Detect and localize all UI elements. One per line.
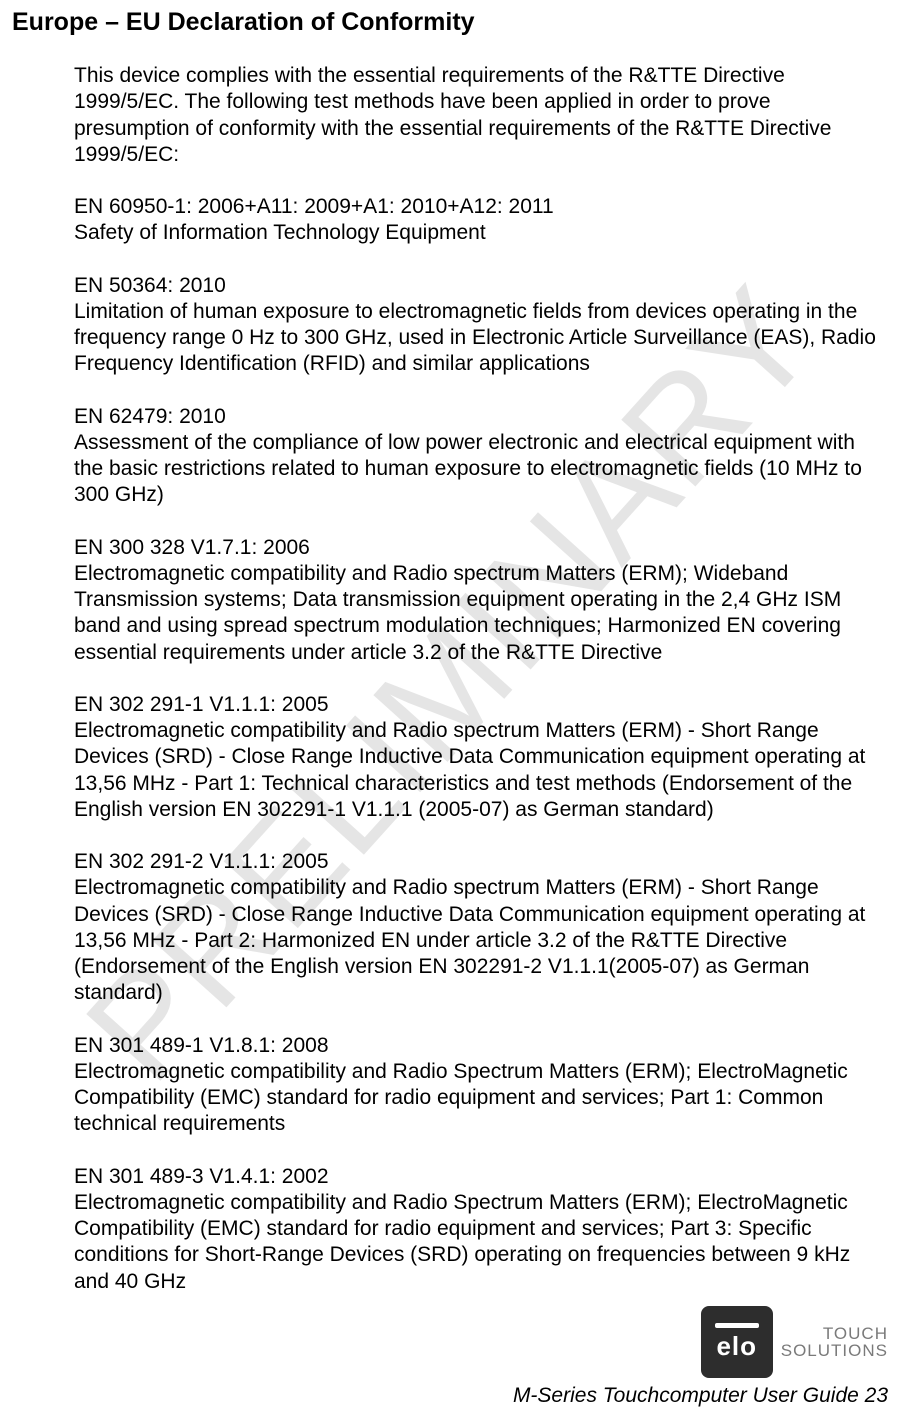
standard-item: EN 302 291-2 V1.1.1: 2005 Electromagneti… [74, 849, 888, 1007]
standard-desc: Electromagnetic compatibility and Radio … [74, 718, 888, 823]
standard-head: EN 300 328 V1.7.1: 2006 [74, 535, 888, 561]
standard-item: EN 301 489-3 V1.4.1: 2002 Electromagneti… [74, 1164, 888, 1295]
logo: elo TOUCH SOLUTIONS [513, 1306, 888, 1378]
page-title: Europe – EU Declaration of Conformity [12, 8, 890, 37]
logo-side-text: TOUCH SOLUTIONS [781, 1325, 888, 1359]
standard-desc: Electromagnetic compatibility and Radio … [74, 561, 888, 666]
standard-item: EN 300 328 V1.7.1: 2006 Electromagnetic … [74, 535, 888, 666]
standard-head: EN 50364: 2010 [74, 273, 888, 299]
standard-desc: Electromagnetic compatibility and Radio … [74, 1190, 888, 1295]
standard-item: EN 60950-1: 2006+A11: 2009+A1: 2010+A12:… [74, 194, 888, 247]
standard-head: EN 62479: 2010 [74, 404, 888, 430]
logo-mark-text: elo [716, 1331, 757, 1362]
logo-side-line1: TOUCH [781, 1325, 888, 1342]
body-block: This device complies with the essential … [12, 63, 890, 1295]
standard-desc: Safety of Information Technology Equipme… [74, 220, 888, 246]
standard-desc: Electromagnetic compatibility and Radio … [74, 875, 888, 1006]
footer-text: M-Series Touchcomputer User Guide 23 [513, 1384, 888, 1408]
standard-head: EN 60950-1: 2006+A11: 2009+A1: 2010+A12:… [74, 194, 888, 220]
standard-item: EN 301 489-1 V1.8.1: 2008 Electromagneti… [74, 1033, 888, 1138]
standard-head: EN 301 489-3 V1.4.1: 2002 [74, 1164, 888, 1190]
standard-item: EN 302 291-1 V1.1.1: 2005 Electromagneti… [74, 692, 888, 823]
standard-desc: Limitation of human exposure to electrom… [74, 299, 888, 378]
standard-head: EN 301 489-1 V1.8.1: 2008 [74, 1033, 888, 1059]
logo-side-line2: SOLUTIONS [781, 1342, 888, 1359]
standard-head: EN 302 291-2 V1.1.1: 2005 [74, 849, 888, 875]
standard-desc: Assessment of the compliance of low powe… [74, 430, 888, 509]
logo-mark: elo [701, 1306, 773, 1378]
standard-item: EN 50364: 2010 Limitation of human expos… [74, 273, 888, 378]
page-content: Europe – EU Declaration of Conformity Th… [12, 8, 890, 1295]
standard-item: EN 62479: 2010 Assessment of the complia… [74, 404, 888, 509]
intro-paragraph: This device complies with the essential … [74, 63, 888, 168]
logo-bar-icon [715, 1323, 759, 1328]
standard-head: EN 302 291-1 V1.1.1: 2005 [74, 692, 888, 718]
standard-desc: Electromagnetic compatibility and Radio … [74, 1059, 888, 1138]
page-footer: elo TOUCH SOLUTIONS M-Series Touchcomput… [513, 1306, 888, 1408]
